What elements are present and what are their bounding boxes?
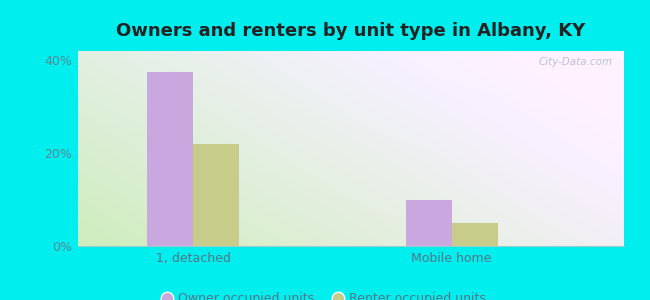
- Text: City-Data.com: City-Data.com: [539, 57, 613, 67]
- Bar: [406, 200, 452, 246]
- Bar: [452, 223, 497, 246]
- Legend: Owner occupied units, Renter occupied units: Owner occupied units, Renter occupied un…: [157, 287, 491, 300]
- Bar: [147, 72, 193, 246]
- Title: Owners and renters by unit type in Albany, KY: Owners and renters by unit type in Alban…: [116, 22, 586, 40]
- Bar: [193, 144, 239, 246]
